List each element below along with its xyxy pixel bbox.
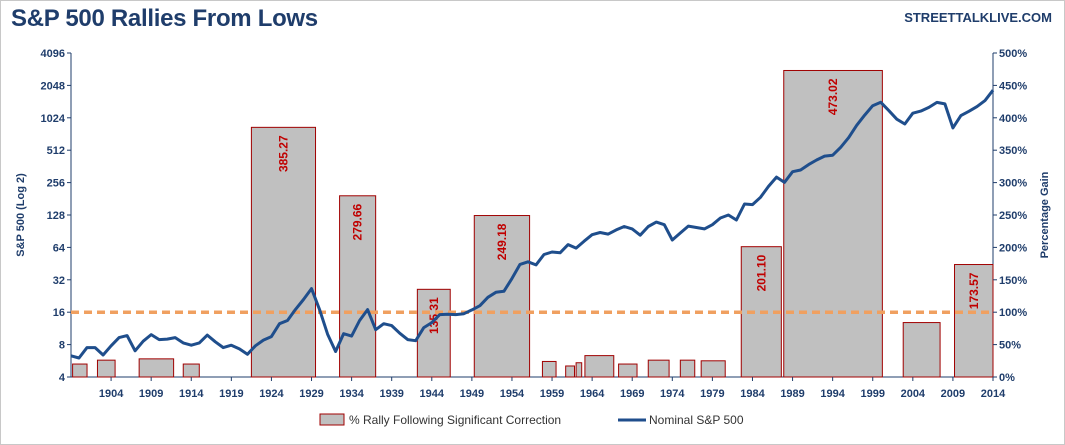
x-tick-label-16: 1984 xyxy=(740,388,765,400)
x-tick-label-11: 1959 xyxy=(540,388,564,400)
x-tick-label-2: 1914 xyxy=(179,388,204,400)
x-tick-label-7: 1939 xyxy=(379,388,403,400)
bar-15 xyxy=(700,360,726,378)
y-tick-label-10: 4096 xyxy=(41,48,65,60)
bar-11 xyxy=(584,355,615,378)
bar-10 xyxy=(575,362,583,378)
bar-8 xyxy=(541,360,557,378)
bar-5 xyxy=(339,195,377,378)
x-tick-label-13: 1969 xyxy=(620,388,644,400)
x-tick-label-1: 1909 xyxy=(139,388,163,400)
x-tick-label-18: 1994 xyxy=(820,388,845,400)
bar-label-17: 473.02 xyxy=(826,78,840,115)
x-tick-label-10: 1954 xyxy=(500,388,525,400)
x-tick-label-14: 1974 xyxy=(660,388,685,400)
y2-tick-label-3: 150% xyxy=(999,275,1027,287)
x-tick-label-5: 1929 xyxy=(299,388,323,400)
x-tick-label-12: 1964 xyxy=(580,388,605,400)
x-tick-label-8: 1944 xyxy=(420,388,445,400)
bar-12 xyxy=(618,363,638,378)
y2-tick-label-10: 500% xyxy=(999,48,1027,60)
bar-19 xyxy=(954,264,994,378)
bar-7 xyxy=(473,215,531,378)
bar-9 xyxy=(565,365,575,378)
x-tick-label-20: 2004 xyxy=(901,388,926,400)
y-tick-label-8: 1024 xyxy=(41,113,66,125)
y-tick-label-4: 64 xyxy=(53,242,66,254)
bar-label-4: 385.27 xyxy=(276,135,290,172)
series-line-sp500 xyxy=(70,89,995,360)
x-tick-label-9: 1949 xyxy=(460,388,484,400)
bar-3 xyxy=(182,363,200,378)
legend-label-bars: % Rally Following Significant Correction xyxy=(349,413,561,427)
chart-title: S&P 500 Rallies From Lows xyxy=(11,5,318,32)
x-tick-label-6: 1934 xyxy=(339,388,364,400)
y-tick-label-2: 16 xyxy=(53,307,65,319)
x-tick-label-4: 1924 xyxy=(259,388,284,400)
x-tick-label-3: 1919 xyxy=(219,388,243,400)
y2-tick-label-5: 250% xyxy=(999,210,1027,222)
bar-13 xyxy=(647,359,670,378)
y2-tick-label-0: 0% xyxy=(999,372,1015,384)
y-tick-label-5: 128 xyxy=(47,210,65,222)
y-axis-label: S&P 500 (Log 2) xyxy=(15,173,27,257)
bar-6 xyxy=(416,288,451,378)
legend-label-line: Nominal S&P 500 xyxy=(649,413,744,427)
y2-tick-label-8: 400% xyxy=(999,113,1027,125)
bar-label-5: 279.66 xyxy=(351,203,365,240)
y2-tick-label-1: 50% xyxy=(999,340,1021,352)
bar-4 xyxy=(250,126,317,378)
y2-tick-label-9: 450% xyxy=(999,80,1027,92)
bar-label-19: 173.57 xyxy=(967,272,981,309)
x-tick-label-21: 2009 xyxy=(941,388,965,400)
x-tick-label-22: 2014 xyxy=(981,388,1006,400)
y-tick-label-1: 8 xyxy=(59,340,65,352)
bar-17 xyxy=(783,69,883,378)
x-tick-label-0: 1904 xyxy=(99,388,124,400)
bar-14 xyxy=(679,359,696,378)
bar-18 xyxy=(902,322,941,378)
y2-tick-label-7: 350% xyxy=(999,145,1027,157)
y2-axis-label: Percentage Gain xyxy=(1039,171,1051,258)
y2-tick-label-2: 100% xyxy=(999,307,1027,319)
x-tick-label-17: 1989 xyxy=(780,388,804,400)
bar-2 xyxy=(138,358,175,378)
y-tick-label-6: 256 xyxy=(47,178,65,190)
bar-label-7: 249.18 xyxy=(495,223,509,260)
x-tick-label-15: 1979 xyxy=(700,388,724,400)
y-tick-label-9: 2048 xyxy=(41,80,65,92)
y-tick-label-3: 32 xyxy=(53,275,65,287)
legend-swatch-bars xyxy=(319,413,345,426)
y2-tick-label-4: 200% xyxy=(999,242,1027,254)
bar-0 xyxy=(72,363,88,378)
source-label: STREETTALKLIVE.COM xyxy=(904,10,1052,25)
bar-1 xyxy=(96,359,116,378)
y-tick-label-7: 512 xyxy=(47,145,65,157)
y2-tick-label-6: 300% xyxy=(999,178,1027,190)
x-tick-label-19: 1999 xyxy=(860,388,884,400)
bar-label-16: 201.10 xyxy=(754,254,768,291)
y-tick-label-0: 4 xyxy=(59,372,66,384)
